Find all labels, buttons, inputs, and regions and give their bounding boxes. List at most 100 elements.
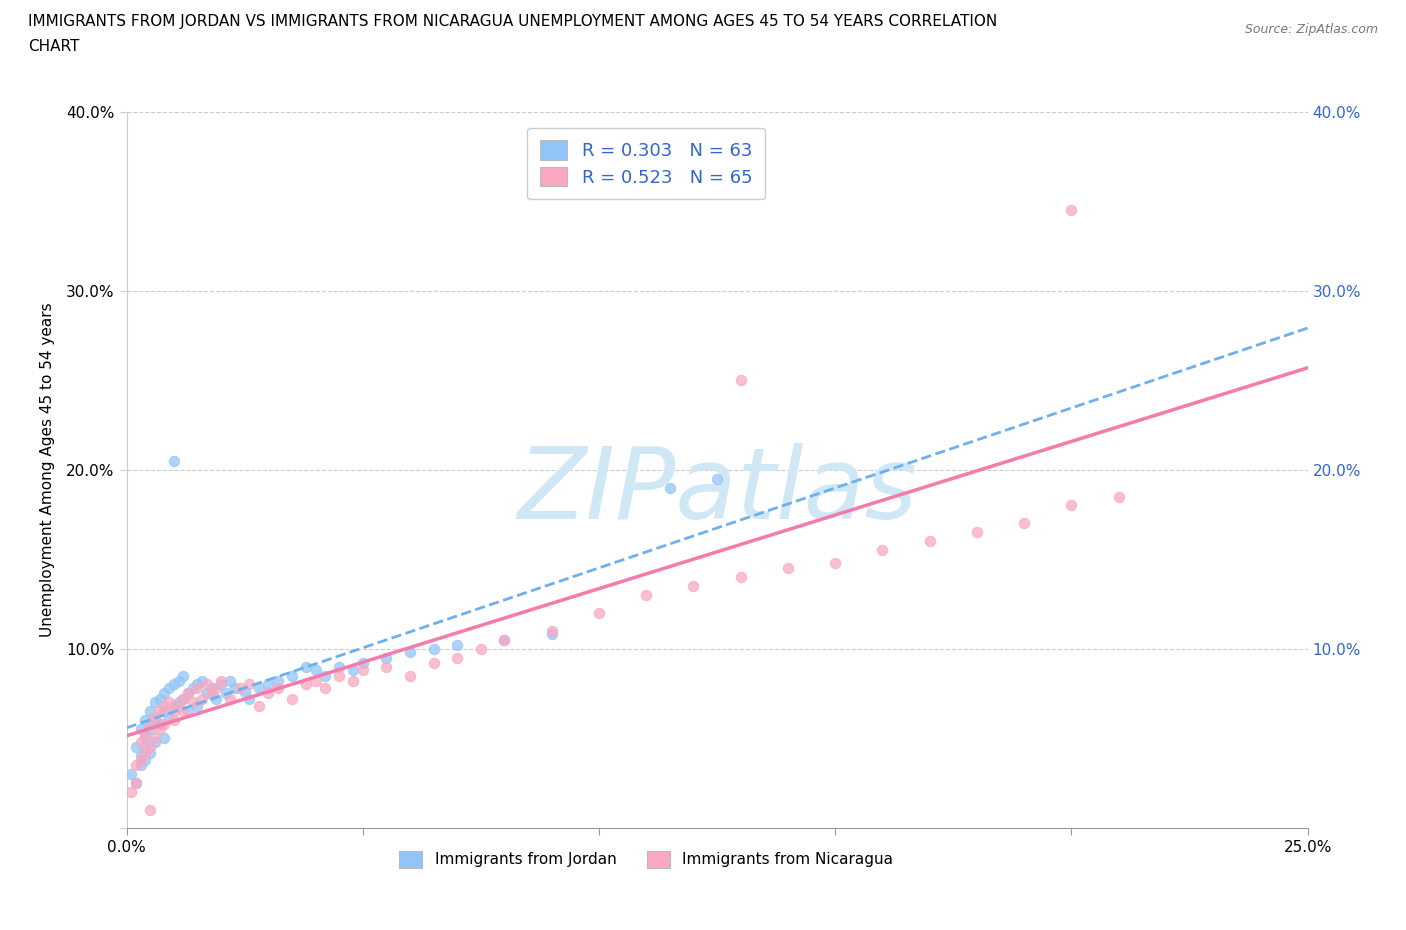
- Point: [966, 525, 988, 539]
- Point: [918, 534, 941, 549]
- Point: [682, 578, 704, 593]
- Point: [314, 668, 336, 683]
- Point: [238, 677, 260, 692]
- Point: [129, 752, 152, 767]
- Point: [181, 681, 204, 696]
- Point: [209, 673, 232, 688]
- Point: [157, 710, 180, 724]
- Point: [730, 373, 752, 388]
- Point: [129, 758, 152, 773]
- Point: [153, 731, 176, 746]
- Point: [295, 677, 318, 692]
- Point: [446, 650, 468, 665]
- Point: [139, 803, 162, 817]
- Point: [209, 677, 232, 692]
- Point: [446, 638, 468, 653]
- Point: [1060, 203, 1083, 218]
- Point: [167, 698, 190, 713]
- Point: [125, 739, 148, 754]
- Point: [205, 681, 228, 696]
- Point: [195, 686, 218, 701]
- Point: [257, 686, 280, 701]
- Point: [304, 663, 326, 678]
- Point: [328, 659, 350, 674]
- Point: [177, 704, 200, 719]
- Point: [636, 588, 658, 603]
- Point: [247, 681, 270, 696]
- Point: [153, 704, 176, 719]
- Point: [120, 785, 142, 800]
- Point: [399, 668, 422, 683]
- Point: [238, 691, 260, 706]
- Point: [399, 644, 422, 659]
- Point: [172, 691, 194, 706]
- Point: [200, 686, 222, 701]
- Point: [304, 673, 326, 688]
- Point: [149, 704, 172, 719]
- Point: [153, 686, 176, 701]
- Point: [219, 691, 242, 706]
- Point: [540, 627, 562, 642]
- Point: [143, 735, 166, 750]
- Point: [186, 698, 208, 713]
- Point: [143, 731, 166, 746]
- Point: [172, 668, 194, 683]
- Point: [143, 712, 166, 727]
- Point: [375, 650, 398, 665]
- Point: [730, 569, 752, 585]
- Point: [195, 677, 218, 692]
- Point: [177, 686, 200, 701]
- Point: [352, 663, 374, 678]
- Point: [129, 749, 152, 764]
- Point: [134, 745, 156, 760]
- Point: [120, 766, 142, 781]
- Point: [281, 691, 304, 706]
- Point: [205, 691, 228, 706]
- Point: [422, 656, 444, 671]
- Point: [1012, 516, 1035, 531]
- Point: [494, 632, 516, 647]
- Point: [167, 695, 190, 710]
- Point: [149, 722, 172, 737]
- Point: [177, 686, 200, 701]
- Point: [143, 695, 166, 710]
- Point: [134, 739, 156, 754]
- Point: [125, 758, 148, 773]
- Point: [281, 668, 304, 683]
- Point: [342, 663, 364, 678]
- Point: [191, 691, 214, 706]
- Point: [422, 642, 444, 657]
- Point: [139, 716, 162, 731]
- Point: [824, 555, 846, 570]
- Point: [125, 776, 148, 790]
- Point: [139, 739, 162, 754]
- Point: [134, 752, 156, 767]
- Point: [658, 480, 681, 495]
- Point: [163, 677, 186, 692]
- Point: [776, 561, 799, 576]
- Point: [200, 681, 222, 696]
- Point: [1060, 498, 1083, 513]
- Point: [328, 668, 350, 683]
- Text: CHART: CHART: [28, 39, 80, 54]
- Point: [229, 681, 252, 696]
- Point: [139, 722, 162, 737]
- Point: [163, 712, 186, 727]
- Point: [157, 695, 180, 710]
- Text: IMMIGRANTS FROM JORDAN VS IMMIGRANTS FROM NICARAGUA UNEMPLOYMENT AMONG AGES 45 T: IMMIGRANTS FROM JORDAN VS IMMIGRANTS FRO…: [28, 14, 997, 29]
- Y-axis label: Unemployment Among Ages 45 to 54 years: Unemployment Among Ages 45 to 54 years: [41, 302, 55, 637]
- Point: [540, 185, 562, 200]
- Point: [163, 453, 186, 468]
- Text: Source: ZipAtlas.com: Source: ZipAtlas.com: [1244, 23, 1378, 36]
- Point: [186, 677, 208, 692]
- Point: [134, 731, 156, 746]
- Point: [295, 659, 318, 674]
- Point: [247, 698, 270, 713]
- Legend: Immigrants from Jordan, Immigrants from Nicaragua: Immigrants from Jordan, Immigrants from …: [394, 844, 898, 874]
- Point: [172, 691, 194, 706]
- Point: [163, 698, 186, 713]
- Point: [139, 745, 162, 760]
- Point: [267, 673, 290, 688]
- Point: [706, 472, 728, 486]
- Point: [233, 684, 256, 699]
